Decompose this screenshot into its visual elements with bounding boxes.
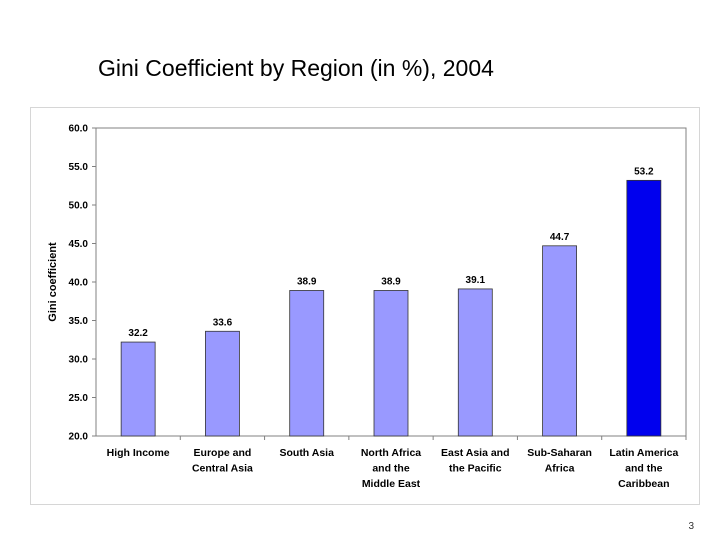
bar-4: [457, 288, 493, 437]
page-number: 3: [688, 521, 694, 532]
x-category-label: Africa: [545, 463, 575, 475]
x-category-label: High Income: [107, 447, 170, 459]
x-category-label: Middle East: [362, 478, 421, 490]
x-category-label: and the: [625, 463, 662, 475]
y-axis-title: Gini coefficient: [47, 242, 59, 322]
y-tick-label: 35.0: [69, 316, 89, 327]
x-category-label: Central Asia: [192, 463, 253, 475]
y-tick-label: 30.0: [69, 355, 89, 366]
data-label: 38.9: [297, 276, 317, 287]
y-tick-label: 55.0: [69, 162, 89, 173]
bar-1: [205, 330, 240, 437]
data-label: 38.9: [381, 276, 401, 287]
data-label: 39.1: [466, 275, 486, 286]
x-category-label: the Pacific: [449, 463, 502, 475]
x-category-label: Sub-Saharan: [527, 447, 592, 459]
bar-chart: 20.0 25.0 30.0 35.0 40.0 45.0 50.0 55.0 60.0 Gini…: [47, 124, 687, 490]
bar-3: [373, 290, 409, 437]
slide-title: Gini Coefficient by Region (in %), 2004: [98, 55, 494, 81]
chart-area: 20.0 25.0 30.0 35.0 40.0 45.0 50.0 55.0 60.0 Gini…: [30, 107, 700, 505]
bar-5: [542, 245, 577, 437]
y-tick-label: 20.0: [69, 432, 89, 443]
y-tick-label: 60.0: [69, 124, 89, 135]
x-category-label: and the: [372, 463, 409, 475]
x-category-label: North Africa: [361, 447, 421, 459]
x-category-label: East Asia and: [441, 447, 509, 459]
x-category-label: Caribbean: [618, 478, 669, 490]
data-label: 53.2: [634, 166, 654, 177]
y-tick-label: 40.0: [69, 278, 89, 289]
bar-2: [289, 290, 325, 437]
x-category-label: Europe and: [194, 447, 252, 459]
y-tick-label: 50.0: [69, 201, 89, 212]
data-label: 32.2: [128, 328, 148, 339]
x-category-label: South Asia: [279, 447, 334, 459]
bar-6: [626, 179, 662, 437]
x-category-label: Latin America: [609, 447, 678, 459]
data-label: 33.6: [213, 317, 233, 328]
data-label: 44.7: [550, 232, 570, 243]
bar-0: [120, 341, 156, 437]
y-tick-label: 45.0: [69, 239, 89, 250]
y-tick-label: 25.0: [69, 393, 89, 404]
